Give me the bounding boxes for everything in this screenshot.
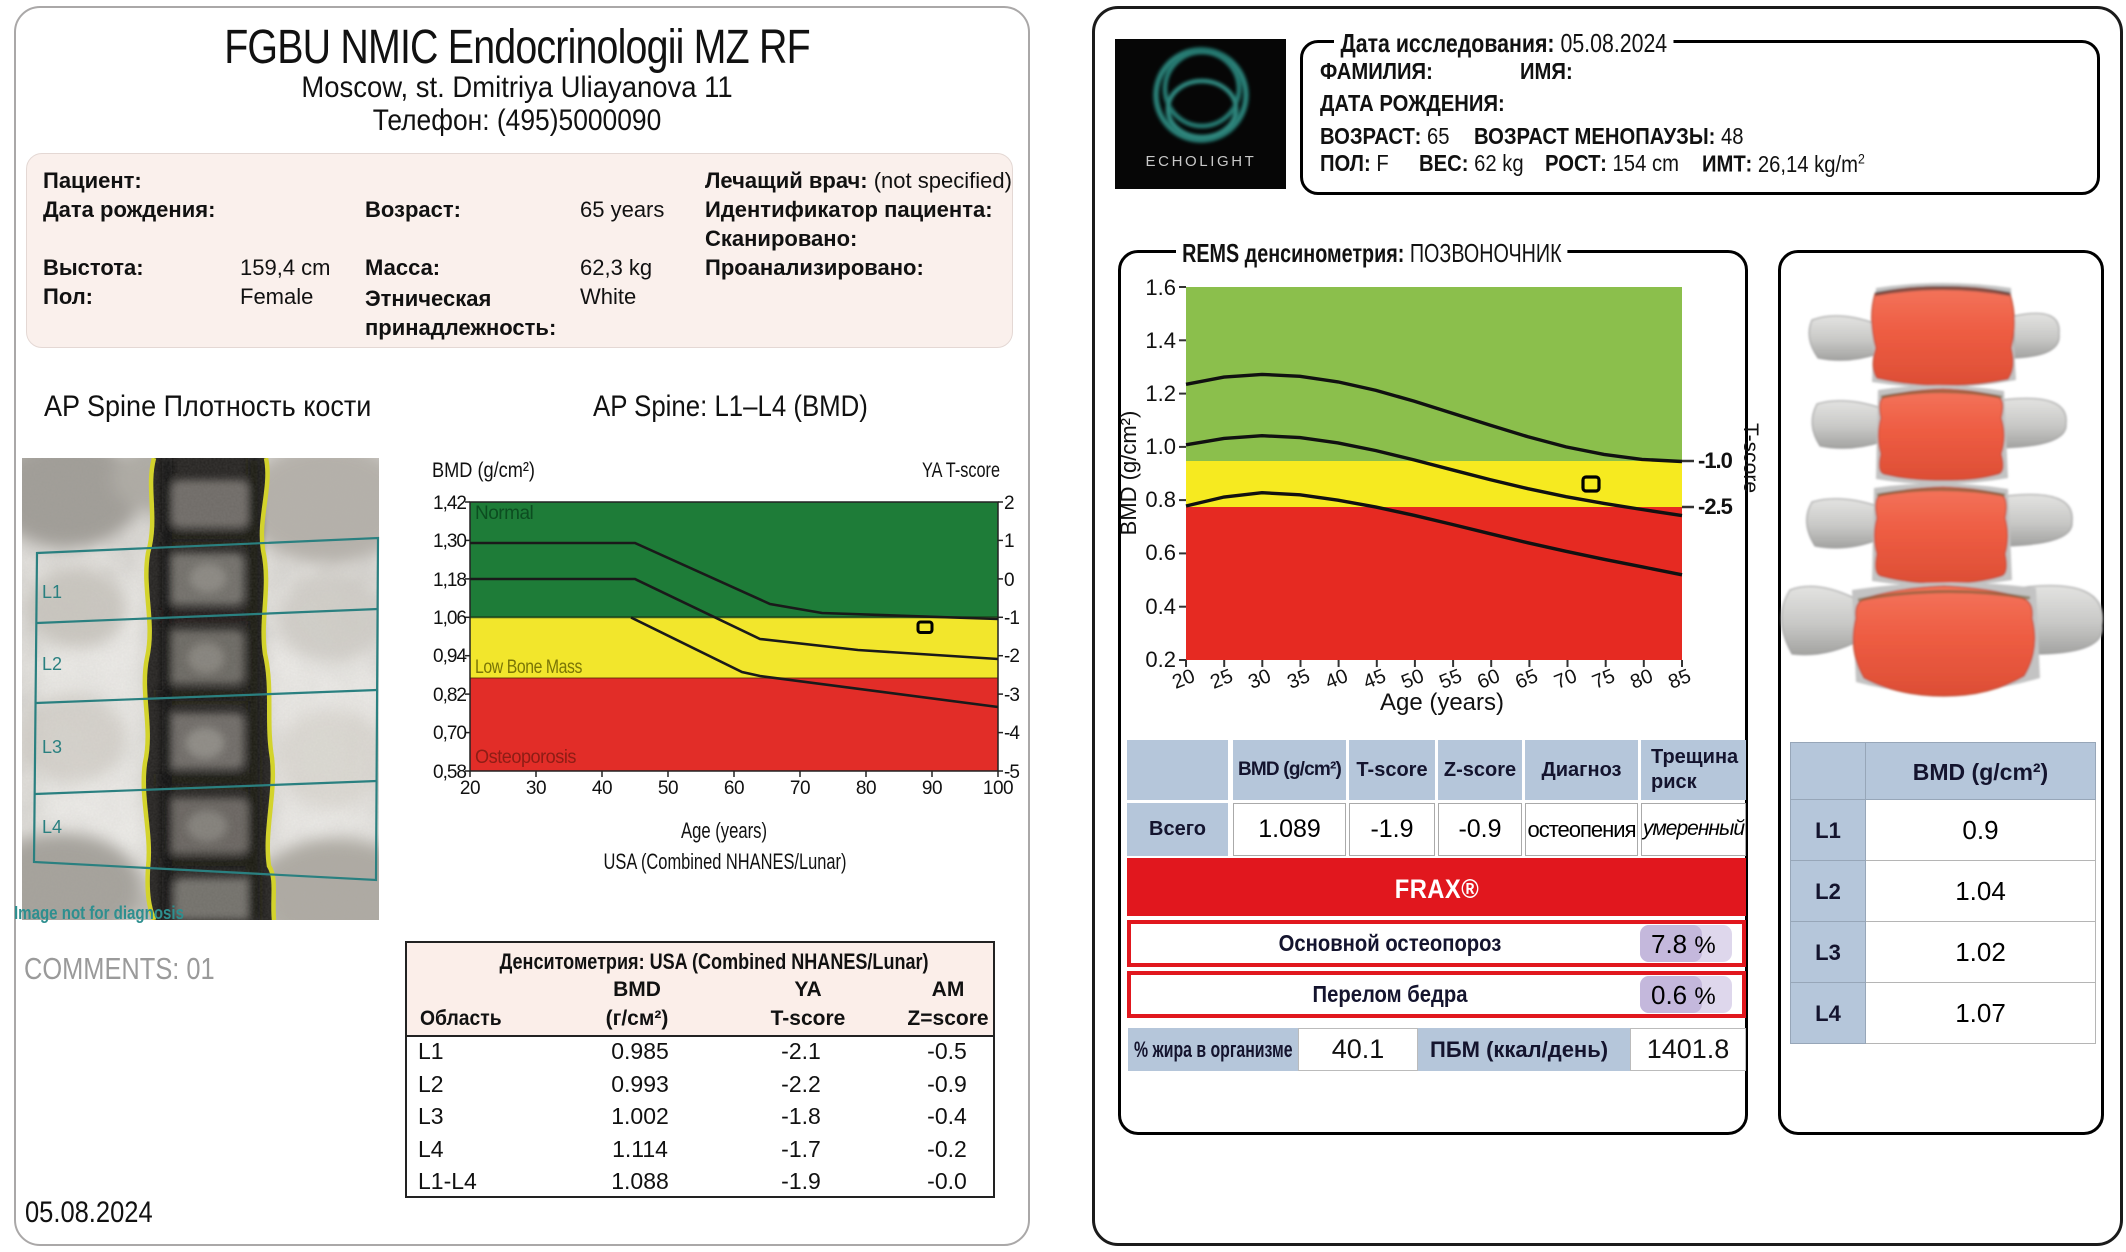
svg-text:75: 75 bbox=[1589, 665, 1618, 694]
svg-text:1,06: 1,06 bbox=[433, 608, 466, 629]
svg-text:1: 1 bbox=[1004, 531, 1014, 552]
svg-text:60: 60 bbox=[724, 778, 744, 799]
svg-text:Low Bone Mass: Low Bone Mass bbox=[475, 657, 582, 678]
svg-text:85: 85 bbox=[1665, 665, 1694, 694]
svg-text:L2: L2 bbox=[42, 654, 62, 674]
svg-text:40: 40 bbox=[1322, 665, 1351, 694]
svg-text:2: 2 bbox=[1004, 493, 1014, 514]
svg-text:70: 70 bbox=[790, 778, 810, 799]
svg-text:0.6: 0.6 bbox=[1145, 540, 1176, 565]
svg-text:50: 50 bbox=[658, 778, 678, 799]
svg-text:1,42: 1,42 bbox=[433, 493, 466, 514]
svg-text:1,30: 1,30 bbox=[433, 531, 466, 552]
svg-text:0.4: 0.4 bbox=[1145, 594, 1176, 619]
svg-text:ECHOLIGHT: ECHOLIGHT bbox=[1146, 153, 1257, 170]
svg-text:1.0: 1.0 bbox=[1145, 434, 1176, 459]
svg-text:YA T-score: YA T-score bbox=[922, 459, 1000, 482]
svg-text:USA (Combined NHANES/Lunar): USA (Combined NHANES/Lunar) bbox=[604, 849, 847, 874]
svg-text:0.2: 0.2 bbox=[1145, 647, 1176, 672]
svg-text:Normal: Normal bbox=[475, 503, 533, 524]
svg-text:-1: -1 bbox=[1004, 608, 1019, 629]
svg-text:-5: -5 bbox=[1004, 762, 1019, 783]
svg-text:30: 30 bbox=[1245, 665, 1274, 694]
svg-text:L4: L4 bbox=[42, 817, 62, 837]
svg-text:65: 65 bbox=[1512, 665, 1541, 694]
svg-text:Osteoporosis: Osteoporosis bbox=[475, 747, 576, 768]
svg-text:-4: -4 bbox=[1004, 723, 1020, 744]
svg-text:Age (years): Age (years) bbox=[681, 818, 767, 843]
svg-text:40: 40 bbox=[592, 778, 612, 799]
svg-text:Image not for diagnosis: Image not for diagnosis bbox=[14, 903, 184, 923]
svg-text:T-score: T-score bbox=[1739, 423, 1760, 493]
svg-text:0,70: 0,70 bbox=[433, 723, 466, 744]
svg-text:1.4: 1.4 bbox=[1145, 328, 1176, 353]
svg-text:20: 20 bbox=[460, 778, 480, 799]
svg-text:0,82: 0,82 bbox=[433, 685, 466, 706]
svg-text:L1: L1 bbox=[42, 582, 62, 602]
svg-text:1.6: 1.6 bbox=[1145, 275, 1176, 300]
svg-text:Age (years): Age (years) bbox=[1380, 689, 1504, 716]
svg-text:0: 0 bbox=[1004, 570, 1014, 591]
svg-text:100: 100 bbox=[983, 778, 1013, 799]
svg-text:-1.0: -1.0 bbox=[1698, 448, 1733, 473]
svg-text:80: 80 bbox=[856, 778, 876, 799]
svg-text:90: 90 bbox=[922, 778, 942, 799]
svg-text:BMD (g/cm²): BMD (g/cm²) bbox=[1120, 411, 1141, 536]
svg-text:L3: L3 bbox=[42, 737, 62, 757]
svg-text:0.8: 0.8 bbox=[1145, 487, 1176, 512]
svg-text:-2: -2 bbox=[1004, 646, 1019, 667]
svg-text:25: 25 bbox=[1207, 665, 1236, 694]
svg-text:-3: -3 bbox=[1004, 685, 1019, 706]
svg-text:0,94: 0,94 bbox=[433, 646, 467, 667]
svg-text:1,18: 1,18 bbox=[433, 570, 466, 591]
svg-text:0,58: 0,58 bbox=[433, 762, 466, 783]
svg-text:35: 35 bbox=[1284, 665, 1313, 694]
svg-text:30: 30 bbox=[526, 778, 546, 799]
svg-text:70: 70 bbox=[1551, 665, 1580, 694]
svg-text:80: 80 bbox=[1627, 665, 1656, 694]
svg-text:1.2: 1.2 bbox=[1145, 381, 1176, 406]
svg-text:-2.5: -2.5 bbox=[1698, 494, 1733, 519]
svg-text:BMD (g/cm²): BMD (g/cm²) bbox=[432, 459, 535, 482]
